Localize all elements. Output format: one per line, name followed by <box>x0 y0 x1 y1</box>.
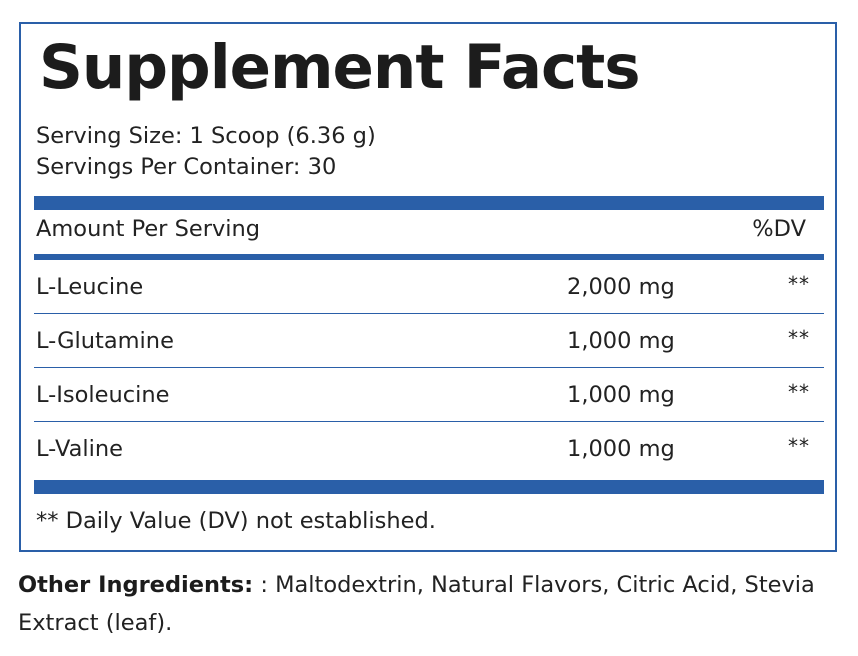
table-row: L-Leucine 2,000 mg ** <box>34 260 824 314</box>
top-divider-bar <box>34 196 824 210</box>
serving-size: Serving Size: 1 Scoop (6.36 g) <box>36 123 376 149</box>
nutrient-name: L-Leucine <box>36 274 144 300</box>
bottom-divider-bar <box>34 480 824 494</box>
nutrient-dv: ** <box>788 434 810 458</box>
nutrient-amount: 1,000 mg <box>567 382 675 408</box>
nutrient-amount: 1,000 mg <box>567 328 675 354</box>
table-header: Amount Per Serving %DV <box>34 212 824 252</box>
nutrient-rows: L-Leucine 2,000 mg ** L-Glutamine 1,000 … <box>34 260 824 476</box>
nutrient-amount: 1,000 mg <box>567 436 675 462</box>
table-row: L-Valine 1,000 mg ** <box>34 422 824 476</box>
header-divider-bar <box>34 254 824 260</box>
other-ingredients-label: Other Ingredients: <box>18 572 254 598</box>
nutrient-name: L-Glutamine <box>36 328 174 354</box>
nutrient-name: L-Isoleucine <box>36 382 170 408</box>
table-row: L-Isoleucine 1,000 mg ** <box>34 368 824 422</box>
other-ingredients-text: : Maltodextrin, Natural Flavors, Citric … <box>18 572 815 636</box>
other-ingredients: Other Ingredients: : Maltodextrin, Natur… <box>18 566 838 642</box>
supplement-facts-panel: Supplement Facts Serving Size: 1 Scoop (… <box>19 22 837 552</box>
servings-per-container: Servings Per Container: 30 <box>36 154 337 180</box>
table-row: L-Glutamine 1,000 mg ** <box>34 314 824 368</box>
dv-footnote: ** Daily Value (DV) not established. <box>36 508 436 534</box>
amount-per-serving-label: Amount Per Serving <box>36 216 261 242</box>
nutrient-amount: 2,000 mg <box>567 274 675 300</box>
nutrient-dv: ** <box>788 380 810 404</box>
nutrient-dv: ** <box>788 326 810 350</box>
dv-column-label: %DV <box>752 216 806 242</box>
nutrient-name: L-Valine <box>36 436 123 462</box>
nutrient-dv: ** <box>788 272 810 296</box>
panel-title: Supplement Facts <box>39 32 641 103</box>
